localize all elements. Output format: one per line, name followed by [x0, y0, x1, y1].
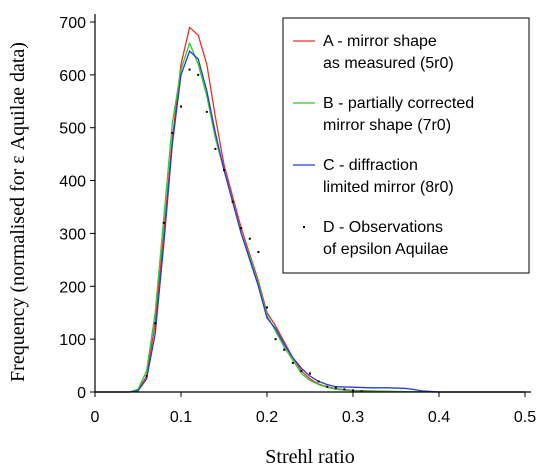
plot-area [95, 26, 525, 393]
series-d-point [205, 110, 208, 113]
series-d-point [334, 386, 337, 389]
y-tick-label: 100 [59, 332, 86, 349]
series-d-point [240, 227, 243, 230]
series-d-legend-label: D - Observations of epsilon Aquilae [323, 219, 449, 258]
series-d-point [223, 169, 225, 171]
series-d-point [154, 322, 157, 325]
series-b-legend-label: B - partially corrected mirror shape (7r0… [323, 95, 474, 134]
series-c-legend-label: C - diffraction limited mirror (8r0) [323, 157, 454, 196]
x-tick-label: 0.4 [428, 409, 450, 426]
series-d-point [291, 361, 294, 364]
x-tick-label: 0.3 [342, 409, 364, 426]
y-tick-label: 600 [59, 68, 86, 85]
series-d-point [197, 73, 200, 76]
series-d-point [343, 388, 346, 391]
x-tick-label: 0.5 [514, 409, 536, 426]
y-axis-label: Frequency (normalised for ε Aquilae data… [7, 42, 29, 382]
series-d-point [214, 147, 217, 150]
y-tick-label: 300 [59, 226, 86, 243]
y-tick-label: 200 [59, 279, 86, 296]
series-d-point [257, 250, 260, 253]
series-d-point [309, 372, 311, 375]
series-d-legend-swatch [303, 226, 305, 228]
legend-box [282, 17, 530, 274]
x-tick-label: 0 [91, 409, 100, 426]
x-tick-label: 0.1 [170, 409, 192, 426]
series-d-point [171, 132, 174, 134]
series-d-point [145, 375, 148, 378]
axes [90, 14, 531, 397]
series-d-point [283, 348, 286, 351]
series-d-point [326, 385, 329, 388]
series-d-point [180, 105, 182, 108]
series-a-legend-label: A - mirror shape as measured (5r0) [323, 33, 454, 72]
legend: A - mirror shape as measured (5r0) B - par… [282, 17, 530, 274]
y-tick-label: 400 [59, 174, 86, 191]
tick-labels: 0 100 200 300 400 500 600 700 0 0.1 0.2 0.3 0.4 0.5 [59, 15, 536, 426]
series-c-line [95, 50, 525, 393]
series-d-point [317, 380, 320, 383]
y-tick-label: 500 [59, 121, 86, 138]
x-tick-label: 0.2 [256, 409, 278, 426]
series-d-point [274, 338, 277, 341]
series-d-point [266, 306, 268, 309]
series-d-point [231, 200, 234, 203]
series-d-point [352, 389, 354, 392]
x-axis-label: Strehl ratio [265, 446, 354, 468]
series-d-point [162, 221, 165, 224]
series-d-point [300, 369, 303, 372]
y-tick-label: 0 [77, 385, 86, 402]
series-d-point [188, 68, 191, 71]
y-tick-label: 700 [59, 15, 86, 32]
series-d-point [248, 237, 251, 240]
